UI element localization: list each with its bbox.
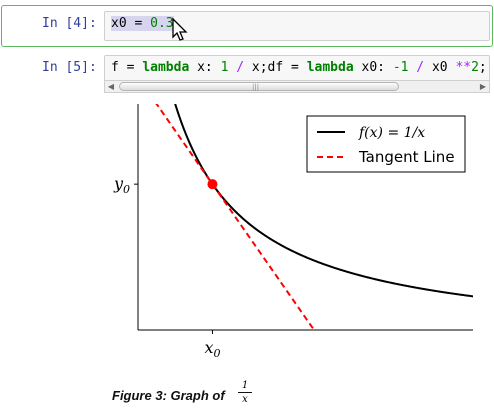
- x-tick-label: x0: [204, 338, 220, 360]
- chevron-left-icon[interactable]: ◀: [107, 82, 115, 91]
- code-token: -1: [392, 60, 409, 75]
- plot-ticks: x0 y0: [113, 174, 220, 360]
- code-token: /: [416, 60, 425, 75]
- tangent-point: [207, 179, 218, 190]
- plot-curves: [155, 104, 473, 330]
- code-token: x0 =: [111, 16, 151, 31]
- code-token: x0:: [353, 60, 393, 75]
- x-tick-subscript: 0: [213, 347, 220, 360]
- code-input-4[interactable]: x0 = 0.3: [104, 11, 490, 41]
- scrollbar-thumb[interactable]: |||: [119, 82, 399, 91]
- code-token: lambda: [142, 60, 190, 75]
- series-line-tangent: [155, 104, 316, 330]
- code-token: /: [236, 60, 245, 75]
- code-token: 0.3: [150, 16, 174, 31]
- code-token: x;df =: [244, 60, 307, 75]
- code-token: 2: [471, 60, 479, 75]
- code-cell-4[interactable]: [1, 5, 493, 47]
- cell-prompt-5: In [5]:: [42, 60, 97, 75]
- legend-label: f(x) = 1/x: [358, 125, 425, 141]
- code-token: x:: [189, 60, 221, 75]
- code-token: lambda: [306, 60, 354, 75]
- plot-axes: [137, 104, 473, 331]
- grip-icon: |||: [252, 83, 260, 91]
- plot-legend: f(x) = 1/x Tangent Line: [306, 115, 466, 173]
- cell-prompt-4: In [4]:: [42, 16, 97, 31]
- caption-fraction: 1 x: [238, 380, 252, 405]
- fraction-numerator: 1: [241, 380, 249, 391]
- code-token: x0: [424, 60, 456, 75]
- code-line-5[interactable]: f = lambda x: 1 / x;df = lambda x0: -1 /…: [111, 60, 487, 75]
- legend-label: Tangent Line: [358, 148, 455, 166]
- code-token: 1: [220, 60, 229, 75]
- mouse-pointer-icon: [172, 17, 188, 41]
- chevron-right-icon[interactable]: ▶: [479, 82, 487, 91]
- y-tick-label: y0: [113, 174, 130, 196]
- code-token: f =: [111, 60, 143, 75]
- y-tick-subscript: 0: [123, 183, 130, 196]
- fraction-denominator: x: [242, 394, 248, 405]
- code-token: **: [455, 60, 472, 75]
- code-line-4[interactable]: x0 = 0.3: [111, 16, 174, 31]
- series-line-f: [174, 104, 473, 298]
- figure-caption: Figure 3: Graph of: [112, 388, 225, 403]
- code-input-5[interactable]: f = lambda x: 1 / x;df = lambda x0: -1 /…: [104, 55, 490, 81]
- code-token: ;: [478, 60, 487, 75]
- horizontal-scrollbar[interactable]: ◀ ||| ▶: [104, 80, 490, 93]
- legend-box: [306, 115, 466, 173]
